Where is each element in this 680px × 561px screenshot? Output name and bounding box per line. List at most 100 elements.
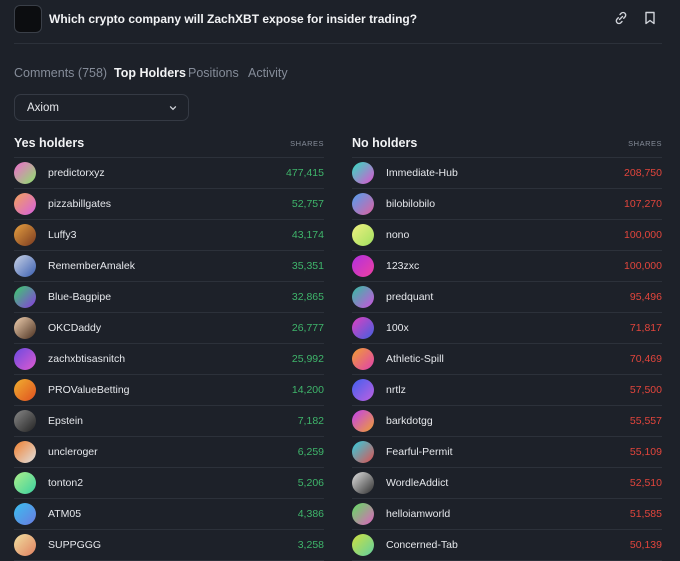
tab[interactable]: Top Holders [114, 66, 186, 80]
column-title: No holders [352, 136, 418, 150]
no-holders: No holders SHARES Immediate-Hub 208,750 bil… [352, 130, 662, 561]
page: {"header": {"title": "Which crypto compa… [14, 5, 662, 561]
avatar [14, 534, 36, 556]
holder-row: nrtlz 57,500 [352, 375, 662, 406]
holder-shares: 50,139 [629, 539, 662, 551]
holder-shares: 100,000 [624, 229, 662, 241]
holder-shares: 26,777 [291, 322, 324, 334]
avatar [352, 534, 374, 556]
holder-name[interactable]: PROValueBetting [48, 384, 130, 396]
holder-name[interactable]: Blue-Bagpipe [48, 291, 112, 303]
holder-shares: 43,174 [291, 229, 324, 241]
holder-name[interactable]: Concerned-Tab [386, 539, 458, 551]
holder-shares: 51,585 [629, 508, 662, 520]
column-title: Yes holders [14, 136, 85, 150]
holder-row: Fearful-Permit 55,109 [352, 437, 662, 468]
holder-shares: 100,000 [624, 260, 662, 272]
outcome-dropdown[interactable]: Axiom [14, 94, 189, 121]
holder-row: predictorxyz 477,415 [14, 158, 324, 189]
market-icon [14, 5, 42, 33]
holder-shares: 477,415 [286, 167, 324, 179]
avatar [14, 193, 36, 215]
holder-name[interactable]: Epstein [48, 415, 84, 427]
holder-row: Luffy3 43,174 [14, 220, 324, 251]
tab[interactable]: Comments (758) [14, 66, 108, 80]
holder-name[interactable]: ATM05 [48, 508, 82, 520]
holder-shares: 107,270 [624, 198, 662, 210]
holder-row: predquant 95,496 [352, 282, 662, 313]
avatar [352, 162, 374, 184]
avatar [14, 348, 36, 370]
holder-name[interactable]: 123zxc [386, 260, 420, 272]
avatar [14, 255, 36, 277]
avatar [14, 410, 36, 432]
avatar [352, 379, 374, 401]
holder-shares: 57,500 [629, 384, 662, 396]
holder-row: SUPPGGG 3,258 [14, 530, 324, 561]
holder-shares: 7,182 [297, 415, 324, 427]
holder-name[interactable]: uncleroger [48, 446, 98, 458]
holder-shares: 5,206 [297, 477, 324, 489]
holder-name[interactable]: bilobilobilo [386, 198, 436, 210]
avatar [352, 255, 374, 277]
market-title: Which crypto company will ZachXBT expose… [49, 12, 418, 26]
holder-name[interactable]: Luffy3 [48, 229, 77, 241]
avatar [352, 441, 374, 463]
holder-row: uncleroger 6,259 [14, 437, 324, 468]
holder-row: pizzabillgates 52,757 [14, 189, 324, 220]
holder-row: 123zxc 100,000 [352, 251, 662, 282]
tab[interactable]: Activity [248, 66, 288, 80]
holder-shares: 35,351 [291, 260, 324, 272]
avatar [352, 503, 374, 525]
holder-name[interactable]: Immediate-Hub [386, 167, 458, 179]
holder-name[interactable]: pizzabillgates [48, 198, 112, 210]
holder-name[interactable]: tonton2 [48, 477, 84, 489]
holder-name[interactable]: predictorxyz [48, 167, 105, 179]
holder-row: Blue-Bagpipe 32,865 [14, 282, 324, 313]
holder-name[interactable]: barkdotgg [386, 415, 433, 427]
holder-shares: 95,496 [629, 291, 662, 303]
holder-row: Immediate-Hub 208,750 [352, 158, 662, 189]
holder-name[interactable]: zachxbtisasnitch [48, 353, 126, 365]
holder-row: Epstein 7,182 [14, 406, 324, 437]
holder-name[interactable]: OKCDaddy [48, 322, 102, 334]
column-label: SHARES [290, 139, 324, 148]
column-label: SHARES [628, 139, 662, 148]
holder-shares: 71,817 [629, 322, 662, 334]
holder-shares: 55,109 [629, 446, 662, 458]
holder-shares: 25,992 [291, 353, 324, 365]
holder-name[interactable]: Fearful-Permit [386, 446, 453, 458]
holder-row: OKCDaddy 26,777 [14, 313, 324, 344]
holder-row: barkdotgg 55,557 [352, 406, 662, 437]
holder-row: WordleAddict 52,510 [352, 468, 662, 499]
holder-name[interactable]: SUPPGGG [48, 539, 102, 551]
holder-name[interactable]: 100x [386, 322, 409, 334]
holder-shares: 14,200 [291, 384, 324, 396]
holder-shares: 32,865 [291, 291, 324, 303]
holder-name[interactable]: helloiamworld [386, 508, 451, 520]
avatar [14, 441, 36, 463]
bookmark-icon[interactable] [642, 10, 658, 26]
holder-row: ATM05 4,386 [14, 499, 324, 530]
holder-row: Concerned-Tab 50,139 [352, 530, 662, 561]
holder-name[interactable]: nono [386, 229, 410, 241]
holder-row: zachxbtisasnitch 25,992 [14, 344, 324, 375]
avatar [14, 162, 36, 184]
holder-name[interactable]: RememberAmalek [48, 260, 135, 272]
holder-name[interactable]: Athletic-Spill [386, 353, 444, 365]
holder-shares: 208,750 [624, 167, 662, 179]
tab[interactable]: Positions [188, 66, 239, 80]
holder-name[interactable]: WordleAddict [386, 477, 449, 489]
holder-name[interactable]: predquant [386, 291, 434, 303]
avatar [14, 472, 36, 494]
avatar [352, 286, 374, 308]
chevron [169, 106, 177, 111]
holder-shares: 3,258 [297, 539, 324, 551]
avatar [352, 472, 374, 494]
holder-row: bilobilobilo 107,270 [352, 189, 662, 220]
holder-shares: 70,469 [629, 353, 662, 365]
holder-name[interactable]: nrtlz [386, 384, 406, 396]
holder-row: nono 100,000 [352, 220, 662, 251]
link-icon[interactable] [613, 10, 629, 26]
avatar [14, 286, 36, 308]
